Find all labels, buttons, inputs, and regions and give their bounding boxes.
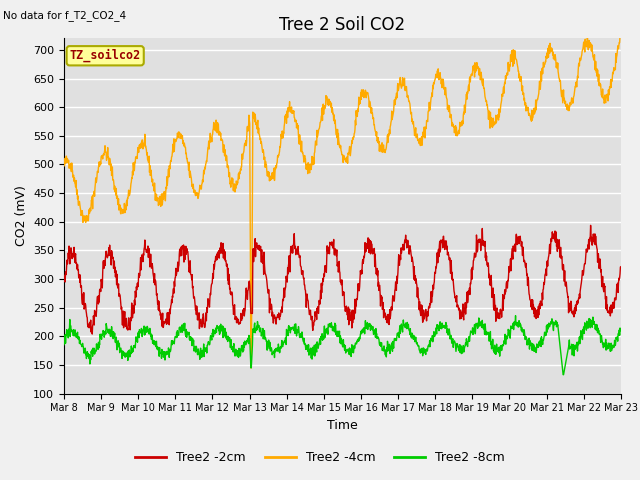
Legend: Tree2 -2cm, Tree2 -4cm, Tree2 -8cm: Tree2 -2cm, Tree2 -4cm, Tree2 -8cm — [130, 446, 510, 469]
Y-axis label: CO2 (mV): CO2 (mV) — [15, 186, 28, 246]
Text: No data for f_T2_CO2_4: No data for f_T2_CO2_4 — [3, 10, 126, 21]
X-axis label: Time: Time — [327, 419, 358, 432]
Text: TZ_soilco2: TZ_soilco2 — [70, 49, 141, 62]
Title: Tree 2 Soil CO2: Tree 2 Soil CO2 — [279, 16, 406, 34]
